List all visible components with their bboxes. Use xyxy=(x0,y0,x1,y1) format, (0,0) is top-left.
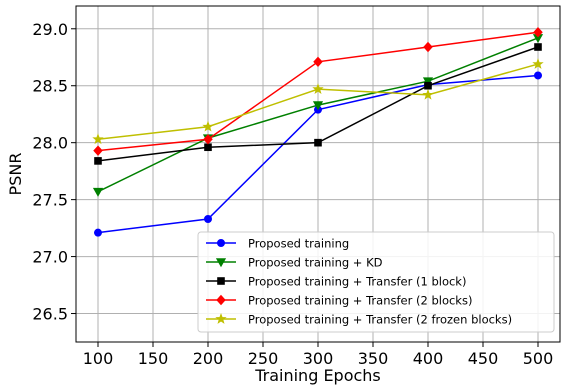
axis-ticks: 100 150 200 250 300 350 400 450 500 26.5 27.0 27.5 2… xyxy=(32,20,553,368)
data-point xyxy=(204,143,212,152)
legend-label: Proposed training + KD xyxy=(248,256,383,270)
legend-item: Proposed training + KD xyxy=(206,256,383,270)
legend-label: Proposed training + Transfer (2 blocks) xyxy=(248,294,472,308)
y-tick-label: 28.0 xyxy=(32,134,68,153)
series-layer xyxy=(92,27,544,237)
data-point xyxy=(422,77,434,87)
data-point xyxy=(94,157,102,165)
x-tick-label: 100 xyxy=(83,349,114,368)
data-point xyxy=(313,56,323,68)
legend-item: Proposed training xyxy=(206,237,349,251)
y-tick-label: 26.5 xyxy=(32,305,68,324)
legend-item: Proposed training + Transfer (2 frozen b… xyxy=(206,313,512,327)
y-tick-label: 27.0 xyxy=(32,248,68,267)
data-point xyxy=(422,88,434,100)
data-point xyxy=(94,228,103,237)
x-tick-label: 400 xyxy=(413,349,444,368)
series-3 xyxy=(94,43,542,165)
series-5 xyxy=(92,58,544,145)
legend-marker xyxy=(216,238,225,247)
x-tick-label: 500 xyxy=(523,349,554,368)
y-tick-label: 28.5 xyxy=(32,77,68,96)
data-point xyxy=(534,43,542,51)
data-point xyxy=(533,27,543,38)
legend-box xyxy=(197,231,555,333)
data-point xyxy=(92,187,104,197)
x-tick-label: 350 xyxy=(358,349,389,368)
series-2 xyxy=(92,34,544,197)
x-tick-label: 150 xyxy=(138,349,169,368)
data-point xyxy=(532,58,544,69)
data-point xyxy=(314,138,322,147)
legend-item: Proposed training + Transfer (1 block) xyxy=(206,275,466,289)
data-point xyxy=(202,120,214,132)
legend-marker xyxy=(215,313,227,324)
y-tick-label: 27.5 xyxy=(32,191,68,210)
x-axis-label: Training Epochs xyxy=(254,366,381,385)
legend-item: Proposed training + Transfer (2 blocks) xyxy=(206,294,472,308)
legend-label: Proposed training + Transfer (2 frozen b… xyxy=(248,313,512,327)
data-point xyxy=(203,134,213,145)
legend: Proposed training Proposed training + KD P… xyxy=(197,231,555,333)
x-tick-label: 250 xyxy=(248,349,279,368)
data-point xyxy=(92,133,104,145)
legend-marker xyxy=(215,258,227,268)
data-point xyxy=(203,214,212,223)
data-point xyxy=(312,101,324,111)
legend-marker xyxy=(217,277,225,285)
data-point xyxy=(423,41,433,53)
legend-marker xyxy=(216,294,226,306)
legend-label: Proposed training xyxy=(248,237,349,251)
data-point xyxy=(424,81,432,90)
x-tick-label: 450 xyxy=(468,349,499,368)
series-4 xyxy=(93,27,543,156)
x-tick-label: 300 xyxy=(303,349,334,368)
y-tick-label: 29.0 xyxy=(32,20,68,39)
data-point xyxy=(312,83,324,94)
legend-label: Proposed training + Transfer (1 block) xyxy=(248,275,466,289)
y-axis-label: PSNR xyxy=(6,153,25,196)
x-tick-label: 200 xyxy=(193,349,224,368)
data-point xyxy=(93,145,103,156)
data-point xyxy=(534,71,543,80)
